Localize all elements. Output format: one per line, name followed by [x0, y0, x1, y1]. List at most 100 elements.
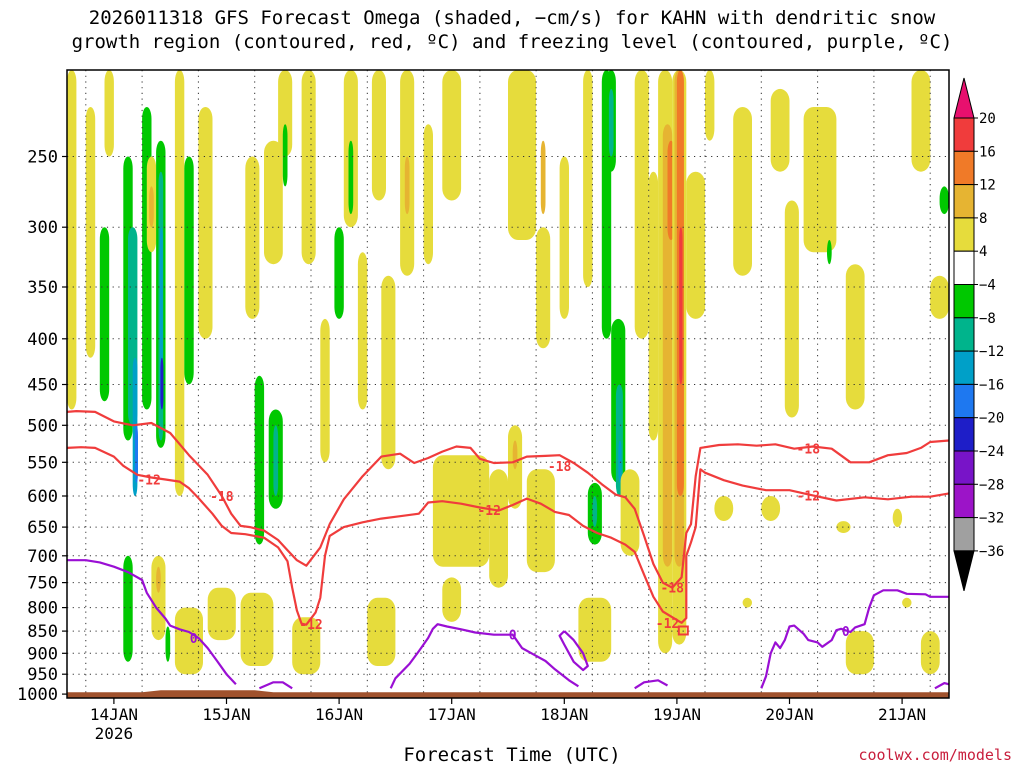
- omega-region: [207, 587, 236, 641]
- omega-region: [85, 107, 96, 358]
- colorbar-label: −36: [979, 544, 1004, 560]
- contour-label-minus-12: -12: [137, 474, 160, 489]
- y-tick-label: 750: [27, 574, 58, 594]
- omega-region: [742, 597, 752, 608]
- omega-region: [404, 156, 410, 215]
- omega-region: [559, 156, 569, 319]
- x-axis-title: Forecast Time (UTC): [403, 744, 621, 766]
- y-tick-label: 850: [27, 622, 58, 642]
- omega-region: [836, 521, 851, 533]
- omega-region: [911, 70, 931, 172]
- omega-region: [442, 70, 462, 201]
- colorbar-swatch: [953, 150, 975, 186]
- colorbar-triangle-bottom: [953, 550, 975, 592]
- colorbar-swatch: [953, 383, 975, 419]
- omega-region: [634, 70, 649, 339]
- colorbar-label: −20: [979, 411, 1004, 427]
- x-tick-label: 20JAN: [765, 705, 813, 724]
- ground-surface: [67, 690, 949, 698]
- omega-region: [151, 555, 166, 641]
- omega-region: [432, 455, 490, 567]
- contour-label-freezing: 0: [509, 629, 517, 644]
- omega-region: [648, 171, 659, 441]
- contour-label-minus-18: -18: [660, 582, 684, 597]
- omega-region: [174, 70, 185, 496]
- colorbar-label: 16: [979, 144, 996, 160]
- contour-label-freezing: 0: [190, 632, 198, 647]
- omega-region: [902, 597, 912, 608]
- colorbar-swatch: [953, 250, 975, 285]
- omega-region: [357, 252, 368, 410]
- contour-label-minus-12: -12: [477, 504, 500, 519]
- omega-region: [784, 200, 799, 418]
- freezing-level-contour: [258, 681, 293, 690]
- colorbar-label: −28: [979, 477, 1004, 493]
- ground-layer: [67, 690, 949, 698]
- y-tick-label: 1000: [17, 685, 58, 705]
- omega-region: [526, 469, 555, 573]
- omega-region: [803, 107, 837, 253]
- omega-region: [99, 227, 110, 402]
- omega-region: [508, 70, 537, 240]
- omega-region: [67, 70, 77, 410]
- omega-region: [174, 607, 203, 675]
- omega-region: [770, 88, 790, 172]
- x-tick-label: 21JAN: [878, 705, 926, 724]
- omega-region: [540, 140, 546, 215]
- colorbar-label: 20: [979, 111, 996, 127]
- omega-region: [608, 88, 614, 157]
- y-tick-label: 650: [27, 518, 58, 538]
- omega-region: [761, 496, 781, 521]
- omega-region: [160, 357, 164, 410]
- y-tick-label: 500: [27, 416, 58, 436]
- colorbar-swatch: [953, 317, 975, 352]
- omega-region: [367, 597, 396, 666]
- omega-region: [620, 469, 640, 556]
- contours: -12 -18 -12 -12 -18 -18 -12 -18 -12 0 0 0: [67, 410, 949, 690]
- omega-region: [198, 107, 213, 339]
- omega-region: [334, 227, 344, 319]
- omega-region: [273, 425, 279, 496]
- omega-region: [920, 631, 940, 675]
- omega-region: [282, 124, 288, 187]
- omega-region: [512, 440, 518, 470]
- y-tick-label: 700: [27, 547, 58, 567]
- colorbar: 20 16 12 8 4 −4 −8 −12 −16 −20 −24 −28 −32 −36: [953, 77, 1004, 592]
- contour-label-minus-12: -12: [797, 489, 820, 504]
- colorbar-swatch: [953, 284, 975, 319]
- omega-region: [348, 140, 354, 215]
- omega-region: [442, 577, 462, 622]
- contour-label-minus-12: -12: [299, 618, 322, 633]
- contour-label-minus-18: -18: [548, 460, 572, 475]
- y-axis: 2503003504004505005506006507007508008509…: [17, 148, 67, 705]
- colorbar-label: −24: [979, 444, 1004, 460]
- freezing-level-contour: [389, 623, 579, 689]
- x-tick-label: 14JAN: [90, 705, 138, 724]
- x-tick-label: 17JAN: [428, 705, 476, 724]
- contour-label-minus-12: -12: [656, 617, 679, 632]
- colorbar-label: 8: [979, 211, 987, 227]
- omega-region: [278, 70, 293, 157]
- colorbar-swatch: [953, 450, 975, 485]
- colorbar-swatch: [953, 483, 975, 519]
- title-line-2: growth region (contoured, red, ºC) and f…: [71, 31, 953, 53]
- omega-region: [536, 227, 551, 349]
- omega-region: [381, 275, 396, 470]
- omega-region: [371, 70, 386, 201]
- freezing-level-contour: [558, 630, 589, 672]
- omega-region: [827, 240, 832, 265]
- contour-label-minus-18: -18: [797, 443, 821, 458]
- omega-region: [135, 425, 138, 483]
- colorbar-label: −32: [979, 511, 1004, 527]
- omega-region: [301, 70, 316, 265]
- omega-region: [184, 156, 194, 385]
- omega-region: [320, 318, 330, 463]
- colorbar-label: −4: [979, 278, 996, 294]
- y-tick-label: 600: [27, 487, 58, 507]
- source-credit: coolwx.com/models: [858, 746, 1012, 764]
- omega-region: [254, 375, 265, 545]
- dgz-contour-minus-18: [67, 410, 949, 589]
- chart-title: 2026011318 GFS Forecast Omega (shaded, −…: [0, 6, 1024, 54]
- gridlines: [67, 70, 949, 698]
